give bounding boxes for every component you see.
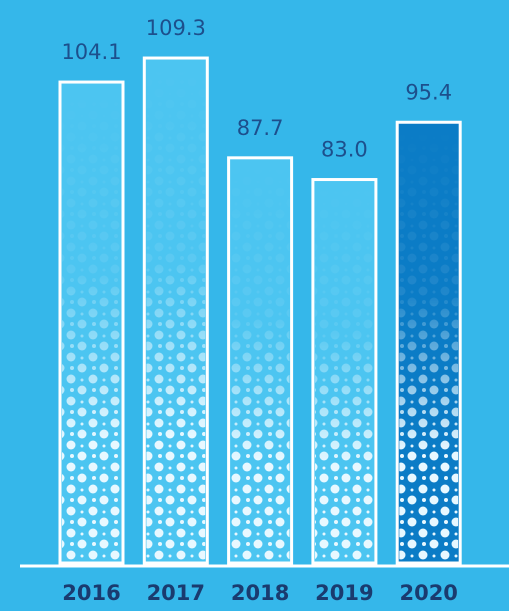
bar-dots [314, 181, 374, 562]
value-label: 109.3 [146, 16, 206, 40]
bar-dots [62, 84, 121, 562]
x-tick-label: 2020 [399, 581, 457, 605]
value-label: 83.0 [321, 138, 368, 162]
bar-dots [146, 60, 206, 562]
value-label: 104.1 [61, 40, 121, 64]
x-tick-label: 2019 [315, 581, 373, 605]
bar-dots [399, 124, 459, 561]
x-tick-label: 2016 [62, 581, 120, 605]
value-label: 87.7 [237, 116, 284, 140]
bar-dots [230, 159, 290, 562]
x-tick-label: 2017 [147, 581, 205, 605]
x-tick-label: 2018 [231, 581, 289, 605]
value-label: 95.4 [405, 80, 452, 104]
